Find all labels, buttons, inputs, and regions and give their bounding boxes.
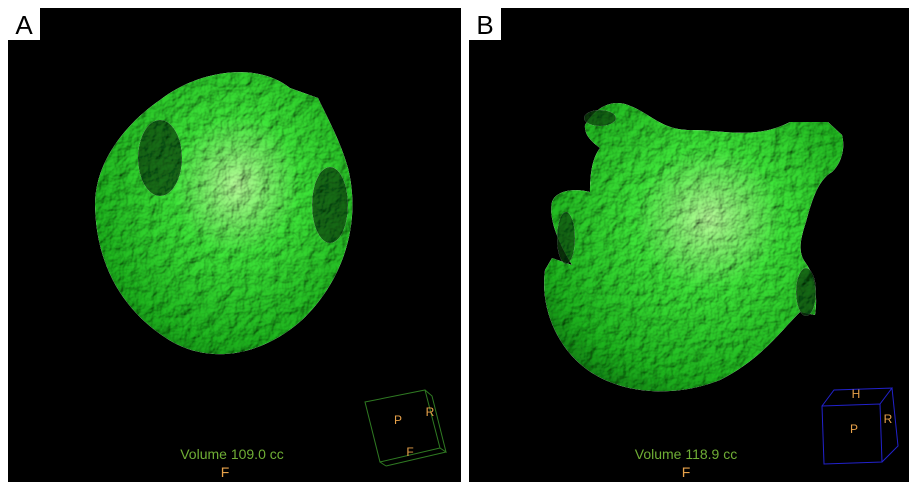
volume-label: Volume 109.0 cc — [180, 446, 284, 462]
panel-a: A P R F Volume 109.0 cc F — [8, 8, 461, 482]
vein-ostium — [557, 212, 575, 264]
cube-label: P — [394, 413, 402, 427]
panel-label: B — [476, 10, 493, 40]
panel-label: A — [15, 10, 33, 40]
orientation-label: F — [221, 464, 230, 480]
vein-ostium — [796, 268, 816, 316]
orientation-label: F — [682, 464, 691, 480]
cube-label: R — [426, 405, 435, 419]
page: A P R F Volume 109.0 cc F B H P R Volume… — [0, 0, 909, 482]
vein-ostium — [584, 110, 616, 126]
cube-label: H — [852, 387, 861, 401]
cube-label: R — [884, 412, 893, 426]
figure: A P R F Volume 109.0 cc F B H P R Volume… — [0, 0, 909, 482]
vein-ostium — [138, 120, 182, 196]
vein-ostium — [312, 167, 348, 243]
cube-label: P — [850, 422, 858, 436]
volume-label: Volume 118.9 cc — [635, 446, 737, 462]
cube-label: F — [406, 445, 413, 459]
panel-b: B H P R Volume 118.9 cc F — [469, 8, 909, 482]
